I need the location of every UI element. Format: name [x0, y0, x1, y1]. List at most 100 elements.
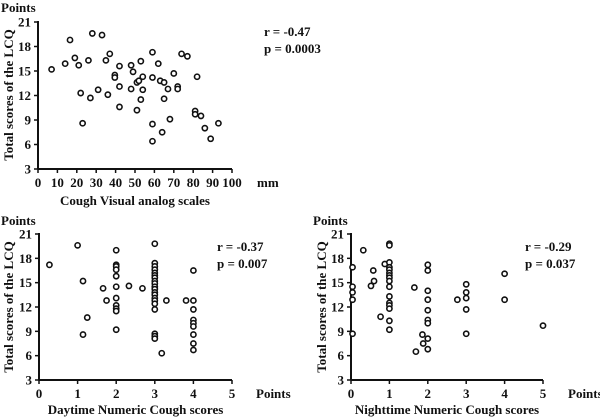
data-point — [215, 119, 222, 127]
data-point — [419, 331, 426, 338]
data-point — [369, 267, 377, 274]
data-point — [151, 306, 159, 313]
data-point — [183, 52, 191, 60]
data-point — [462, 294, 470, 302]
y-tick-label: 15 — [331, 275, 345, 290]
x-tick-label: 2 — [113, 386, 120, 401]
y-tick-label: 21 — [331, 227, 344, 242]
data-point — [191, 110, 199, 118]
x-axis-title: Nighttime Numeric Cough scores — [355, 402, 539, 417]
y-tick-label: 18 — [331, 251, 345, 266]
data-point — [410, 284, 418, 291]
data-point — [424, 296, 432, 304]
x-tick-label: 2 — [425, 386, 432, 401]
y-tick-label: 9 — [338, 324, 345, 339]
data-point — [46, 261, 53, 269]
data-point — [106, 50, 114, 58]
data-point — [385, 305, 393, 313]
data-point — [419, 340, 427, 347]
data-point — [197, 112, 205, 120]
data-point — [75, 61, 83, 69]
data-point — [424, 287, 432, 295]
data-point — [104, 91, 112, 99]
data-point — [98, 31, 106, 39]
data-point — [102, 56, 110, 64]
data-point — [182, 297, 190, 304]
data-point — [66, 36, 74, 44]
data-point — [539, 322, 547, 330]
data-point — [501, 296, 508, 304]
x-tick-label: 0 — [348, 386, 355, 401]
data-point — [88, 30, 96, 37]
y-tick-label: 6 — [338, 348, 345, 363]
x-tick-label: 1 — [74, 386, 81, 401]
y-tick-label: 6 — [25, 137, 32, 152]
data-point — [116, 62, 123, 70]
data-point — [424, 267, 432, 274]
data-point — [149, 74, 156, 81]
data-point — [99, 284, 107, 292]
x-axis-title: Daytime Numeric Cough scores — [48, 402, 224, 417]
data-point — [385, 293, 393, 300]
data-point — [189, 297, 197, 304]
x-tick-label: 5 — [229, 386, 236, 401]
x-tick-label: 70 — [167, 175, 180, 190]
y-axis-title: Total scores of the LCQ — [1, 241, 16, 372]
x-tick-label: 20 — [70, 175, 83, 190]
data-point — [154, 60, 162, 68]
x-tick-label: 50 — [129, 175, 142, 190]
data-point — [139, 284, 146, 292]
data-point — [112, 272, 120, 280]
x-tick-label: 100 — [222, 175, 242, 190]
y-tick-label: 6 — [26, 348, 33, 363]
data-point — [129, 68, 137, 76]
data-point — [462, 330, 470, 338]
data-point — [424, 345, 432, 353]
data-point — [385, 241, 393, 249]
data-point — [385, 317, 393, 325]
data-point — [127, 61, 135, 69]
correlation-p: p = 0.037 — [525, 256, 576, 271]
data-point — [103, 297, 110, 304]
data-point — [116, 103, 123, 111]
data-point — [158, 349, 166, 357]
data-point — [412, 348, 420, 356]
x-unit-label: mm — [257, 175, 279, 190]
x-tick-label: 4 — [190, 386, 197, 401]
data-point — [149, 48, 156, 56]
data-point — [385, 277, 393, 285]
data-point — [71, 54, 79, 62]
x-tick-label: 80 — [187, 175, 200, 190]
data-point — [112, 294, 120, 302]
y-tick-label: 3 — [26, 373, 33, 388]
y-tick-label: 21 — [19, 227, 32, 242]
data-point — [189, 331, 197, 338]
x-tick-label: 60 — [148, 175, 161, 190]
data-point — [86, 94, 94, 102]
data-point — [424, 306, 432, 314]
x-tick-label: 40 — [109, 175, 122, 190]
data-point — [189, 323, 197, 330]
data-point — [85, 56, 92, 64]
data-point — [424, 319, 432, 327]
y-axis-title: Total scores of the LCQ — [314, 241, 329, 372]
chart-vas: Points 3 6 9 12 15 18 21 0 10 20 30 40 50 60 70 80 90 100 m… — [1, 0, 321, 208]
data-point — [125, 282, 133, 290]
data-point — [151, 300, 159, 308]
data-point — [349, 296, 356, 304]
data-point — [112, 266, 120, 274]
data-point — [61, 60, 69, 68]
data-point — [385, 326, 393, 334]
x-unit-label: Points — [568, 386, 600, 401]
data-point — [48, 65, 55, 73]
data-point — [135, 77, 143, 85]
y-tick-label: 3 — [25, 162, 32, 177]
y-unit-label: Points — [1, 213, 36, 228]
correlation-r: r = -0.47 — [264, 24, 311, 39]
data-point — [137, 96, 145, 103]
data-point — [133, 106, 141, 114]
x-tick-label: 90 — [206, 175, 219, 190]
